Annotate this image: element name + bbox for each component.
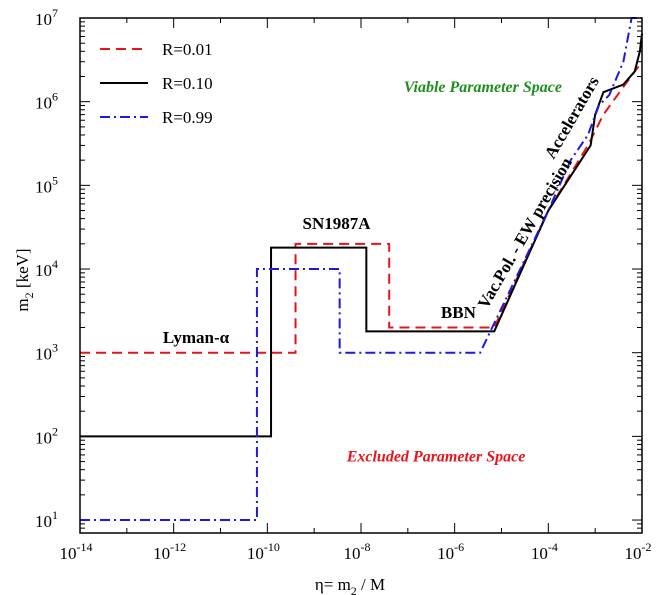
y-tick-label: 105	[35, 173, 58, 196]
legend-label: R=0.99	[162, 108, 213, 127]
legend-label: R=0.01	[162, 40, 213, 59]
y-tick-label: 107	[35, 6, 58, 29]
x-tick-label: 10-14	[60, 540, 93, 563]
series-layer	[80, 17, 643, 522]
y-axis-title-main: m	[13, 298, 32, 311]
x-tick-label: 10-4	[531, 540, 558, 563]
y-tick-label: 102	[35, 424, 58, 447]
x-tick-label: 10-10	[247, 540, 280, 563]
plot-frame	[79, 17, 643, 534]
series-line-R=0.01	[80, 61, 643, 354]
y-tick-label: 106	[35, 90, 58, 113]
y-axis-title-sub: 2	[22, 292, 36, 298]
x-tick-label: 10-12	[153, 540, 186, 563]
series-line-R=0.99	[80, 17, 642, 522]
series-line-R=0.10	[80, 33, 643, 438]
annotation-label: Excluded Parameter Space	[346, 449, 526, 466]
y-tick-label: 103	[35, 341, 58, 364]
y-tick-label: 104	[35, 257, 58, 280]
y-axis-title: m2 [keV]	[13, 248, 36, 311]
annotation-label: Viable Parameter Space	[404, 79, 562, 96]
annotation-label: SN1987A	[303, 214, 372, 233]
x-axis-title: η= m2 / M	[315, 575, 385, 595]
annotation-label: Lyman-α	[163, 328, 230, 347]
legend-label: R=0.10	[162, 74, 213, 93]
y-axis-title-tail: [keV]	[13, 248, 32, 292]
x-axis-title-tail: / M	[357, 575, 385, 594]
tick-labels: 10-14 10-12 10-10 10-8 10-6 10-4 10-2 101 102 103…	[35, 6, 652, 563]
annotations: Viable Parameter Space Excluded Parameter…	[163, 73, 603, 466]
x-tick-label: 10-6	[437, 540, 464, 563]
annotation-label: Vac.Pol. - EW precision	[474, 154, 576, 312]
y-tick-label: 101	[35, 508, 58, 531]
annotation-label: BBN	[441, 303, 477, 322]
x-axis-title-sub: 2	[351, 584, 357, 595]
x-axis-title-main: η= m	[315, 575, 351, 594]
x-tick-label: 10-2	[625, 540, 652, 563]
legend: R=0.01 R=0.10 R=0.99	[100, 40, 213, 127]
x-tick-label: 10-8	[344, 540, 371, 563]
